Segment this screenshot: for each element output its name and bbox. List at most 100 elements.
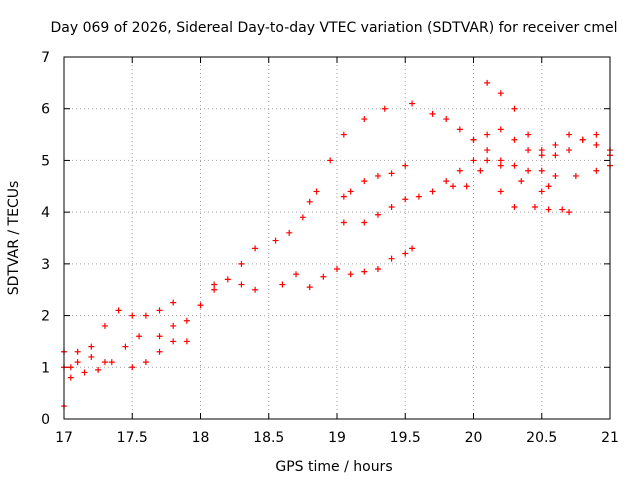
satellite-track-5 [340,162,409,200]
data-point-marker [450,183,457,190]
data-point-marker [279,281,286,288]
data-point-marker [156,348,163,355]
y-tick-label: 3 [41,257,50,273]
data-point-marker [593,167,600,174]
data-point-marker [593,131,600,138]
plot-frame [63,56,611,420]
data-point-marker [409,100,416,107]
data-point-marker [361,116,368,123]
data-point-marker [511,136,518,143]
satellite-track-7 [450,167,573,216]
chart-title: Day 069 of 2026, Sidereal Day-to-day VTE… [50,20,617,36]
data-point-marker [497,188,504,195]
x-tick-label: 20 [465,430,483,446]
data-point-marker [183,338,190,345]
data-point-marker [252,286,259,293]
y-tick-label: 6 [41,102,50,118]
data-point-marker [211,281,218,288]
data-point-marker [484,147,491,154]
data-point-marker [538,147,545,154]
x-tick-label: 17.5 [117,430,148,446]
data-point-marker [108,359,115,366]
data-point-marker [272,237,279,244]
data-point-marker [88,353,95,360]
data-point-marker [374,172,381,179]
data-point-marker [74,348,81,355]
data-point-marker [293,271,300,278]
data-point-marker [477,167,484,174]
data-point-marker [538,167,545,174]
data-point-marker [402,196,409,203]
data-point-marker [122,343,129,350]
data-point-marker [170,299,177,306]
data-point-marker [409,245,416,252]
data-point-marker [538,152,545,159]
y-tick-label: 2 [41,309,50,325]
data-point-marker [299,214,306,221]
data-point-marker [497,162,504,169]
satellite-track-6 [340,157,552,226]
data-point-marker [381,105,388,112]
data-point-marker [579,136,586,143]
data-point-marker [334,266,340,273]
data-point-marker [525,147,532,154]
x-axis-label: GPS time / hours [275,459,392,475]
data-point-marker [497,157,504,164]
data-point-marker [402,162,409,169]
data-point-marker [327,157,334,164]
data-point-marker [429,188,436,195]
data-point-marker [525,167,532,174]
data-point-marker [456,126,463,133]
data-point-marker [511,203,518,210]
data-point-marker [156,333,163,340]
data-point-marker [252,245,259,252]
data-point-marker [170,338,177,345]
data-point-marker [593,141,600,148]
data-point-marker [470,136,477,143]
data-point-marker [572,172,579,179]
data-point-marker [443,178,450,185]
data-point-marker [361,219,368,226]
data-point-marker [545,183,552,190]
x-tick-label: 19.5 [390,430,421,446]
data-point-marker [347,271,354,278]
y-tick-label: 7 [41,50,50,66]
data-point-marker [67,364,74,371]
data-point-marker [566,209,573,216]
data-point-marker [95,366,102,373]
data-point-marker [88,343,95,350]
data-point-marker [101,359,108,366]
data-point-marker [306,284,313,291]
x-tick-label: 21 [601,430,619,446]
data-point-marker [484,131,491,138]
data-point-marker [67,374,74,381]
data-point-marker [361,268,368,275]
x-tick-label: 18 [192,430,210,446]
data-point-marker [511,105,518,112]
y-axis-label: SDTVAR / TECUs [6,181,22,296]
data-point-marker [238,260,245,267]
data-point-marker [374,266,381,273]
data-point-marker [429,110,436,117]
x-tick-labels: 17 17.5 18 18.5 19 19.5 20 20.5 21 [55,430,619,446]
x-tick-label: 18.5 [253,430,284,446]
data-point-marker [518,178,525,185]
data-point-marker [470,157,477,164]
data-point-marker [463,183,470,190]
grid-lines [64,57,610,419]
data-point-marker [347,188,354,195]
data-point-marker [320,273,327,280]
data-point-marker [306,198,313,205]
data-point-marker [388,203,395,210]
data-point-marker [538,188,545,195]
data-point-marker [566,147,573,154]
data-point-marker [74,359,81,366]
x-tick-label: 19 [328,430,346,446]
data-point-marker [156,307,163,314]
data-point-marker [402,250,409,257]
data-point-marker [224,276,231,283]
data-point-marker [443,116,450,123]
y-tick-label: 4 [41,205,50,221]
data-point-marker [415,193,422,200]
